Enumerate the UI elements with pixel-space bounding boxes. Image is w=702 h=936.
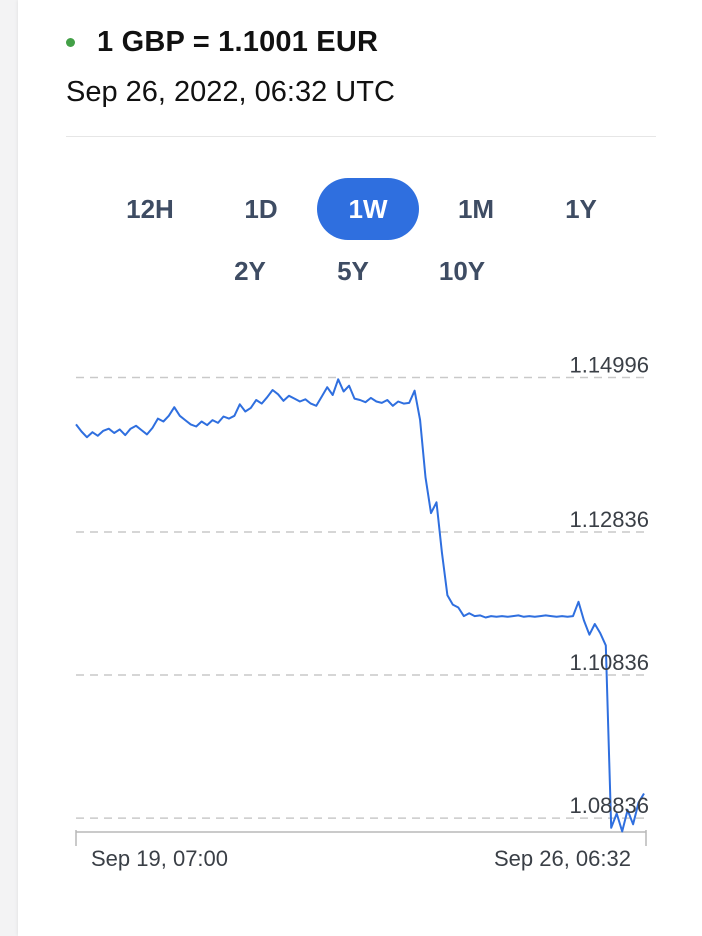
chart-plot-area	[75, 378, 645, 833]
y-tick-label: 1.10836	[569, 650, 649, 675]
range-button-1d[interactable]: 1D	[244, 193, 278, 224]
y-tick-label: 1.12836	[569, 507, 649, 532]
y-tick-label: 1.14996	[569, 352, 649, 377]
range-button-1w[interactable]: 1W	[317, 178, 419, 240]
rate-timestamp: Sep 26, 2022, 06:32 UTC	[66, 76, 395, 108]
range-button-1m[interactable]: 1M	[457, 193, 495, 224]
y-tick-label: 1.08836	[569, 793, 649, 818]
chart-x-axis	[75, 830, 647, 846]
chart-gridlines	[76, 376, 646, 819]
exchange-rate-title: 1 GBP = 1.1001 EUR	[97, 25, 379, 58]
chart-tick-labels: 1.14996 1.12836 1.10836 1.08836 Sep 19, 07:0…	[91, 352, 649, 871]
range-button-10y[interactable]: 10Y	[438, 255, 486, 286]
series-line	[75, 378, 645, 833]
status-dot-icon	[66, 37, 75, 47]
range-button-5y[interactable]: 5Y	[337, 255, 369, 286]
x-tick-label-end: Sep 26, 06:32	[494, 846, 631, 871]
x-tick-label-start: Sep 19, 07:00	[91, 846, 228, 871]
rate-header: 1 GBP = 1.1001 EUR	[66, 22, 378, 62]
range-button-12h[interactable]: 12H	[126, 193, 174, 224]
header-divider	[66, 136, 656, 137]
rate-card	[18, 0, 702, 936]
range-button-1y[interactable]: 1Y	[565, 193, 597, 224]
range-button-2y[interactable]: 2Y	[234, 255, 266, 286]
